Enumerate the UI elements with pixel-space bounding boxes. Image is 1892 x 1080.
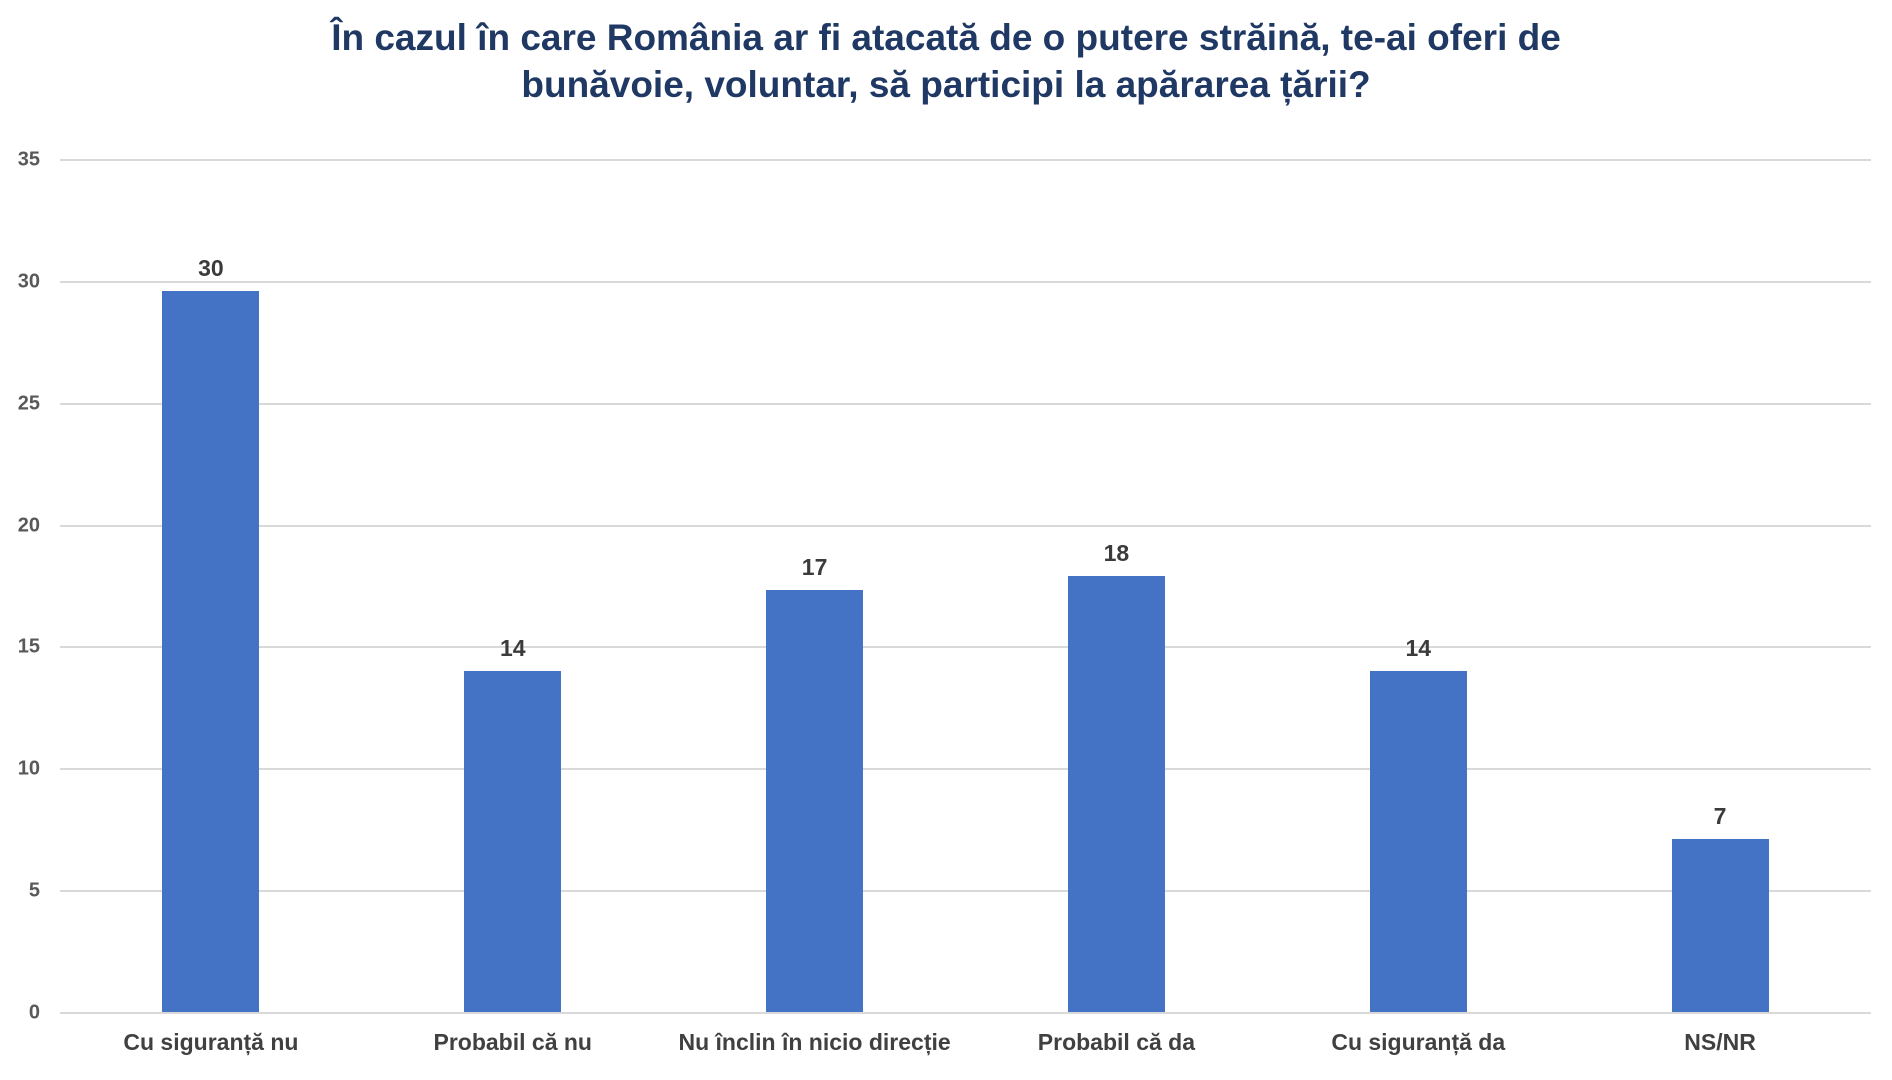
gridline [60, 280, 1871, 283]
gridline [60, 1012, 1871, 1014]
y-tick-label: 0 [28, 1001, 40, 1024]
gridline [60, 768, 1871, 771]
gridline [60, 159, 1871, 161]
y-tick-label: 35 [17, 148, 40, 171]
chart-title-line-2: bunăvoie, voluntar, să participi la apăr… [521, 64, 1371, 105]
bar-value-label: 14 [1405, 634, 1432, 661]
y-tick-label: 10 [17, 757, 40, 780]
bar-value-label: 18 [1103, 539, 1130, 566]
y-tick-label: 25 [17, 392, 40, 415]
gridline [60, 646, 1871, 649]
y-tick-label: 20 [17, 514, 40, 537]
bar-value-label: 14 [499, 634, 526, 661]
bar [1671, 838, 1769, 1012]
y-tick-label: 15 [17, 635, 40, 658]
bar [1369, 670, 1467, 1012]
gridline [60, 890, 1871, 893]
y-tick-label: 30 [17, 270, 40, 293]
category-label: Probabil că da [1037, 1029, 1196, 1055]
bar [766, 590, 864, 1012]
bar-value-label: 7 [1713, 802, 1727, 829]
category-label: Cu siguranță da [1331, 1029, 1506, 1055]
category-label: Probabil că nu [433, 1029, 592, 1055]
bar-value-label: 17 [801, 554, 828, 581]
bar-value-label: 30 [198, 254, 224, 281]
bar [162, 290, 260, 1012]
chart-title: În cazul în care România ar fi atacată d… [0, 14, 1892, 108]
category-label: Cu siguranță nu [123, 1029, 299, 1055]
plot-area: 0 5 10 15 20 25 30 35 30 Cu siguranță nu 14 Probabi… [18, 149, 1871, 1055]
chart-title-line-1: În cazul în care România ar fi atacată d… [331, 17, 1561, 58]
y-tick-label: 5 [28, 879, 40, 902]
gridline [60, 524, 1871, 527]
category-label: NS/NR [1684, 1029, 1756, 1055]
category-label: Nu înclin în nicio direcție [678, 1029, 951, 1055]
gridline [60, 402, 1871, 405]
bar [1067, 575, 1165, 1012]
bar [464, 670, 562, 1012]
